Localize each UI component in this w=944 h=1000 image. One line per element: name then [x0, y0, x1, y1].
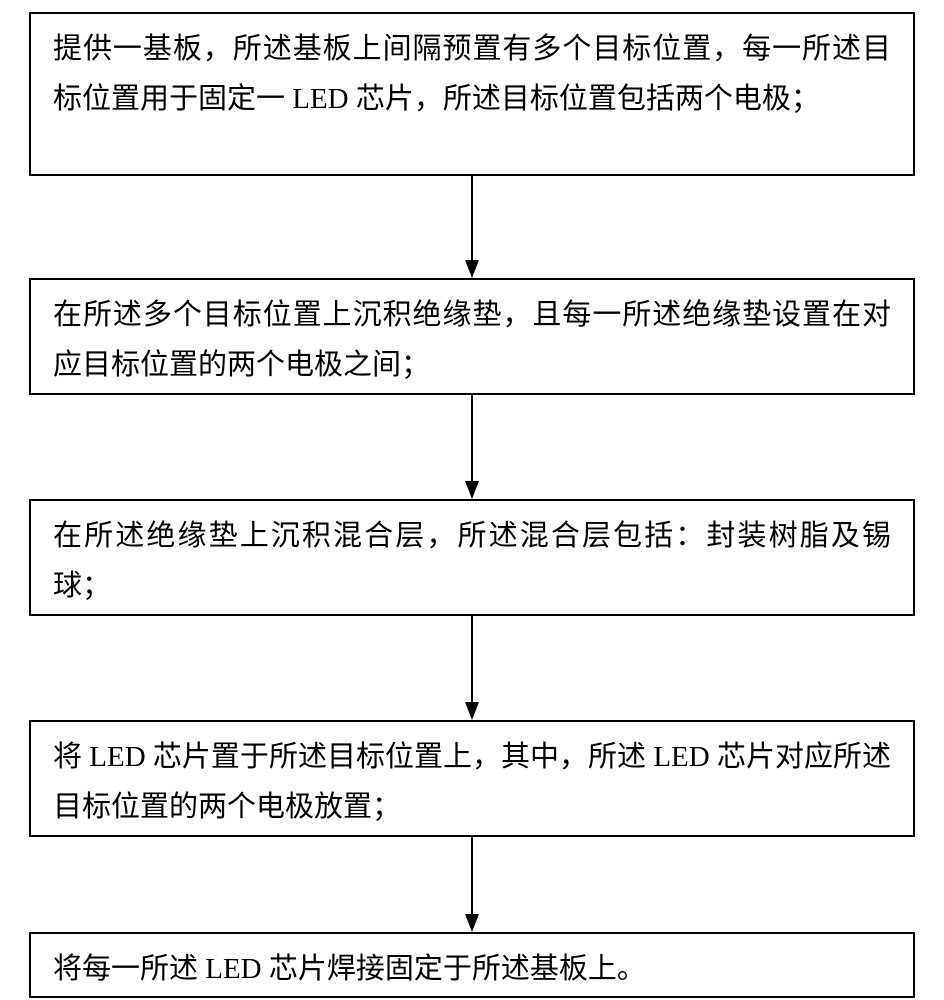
step-text: 提供一基板，所述基板上间隔预置有多个目标位置，每一所述目标位置用于固定一 LED…	[53, 24, 891, 124]
flowchart-step: 在所述多个目标位置上沉积绝缘垫，且每一所述绝缘垫设置在对应目标位置的两个电极之间…	[29, 278, 915, 395]
flowchart-step: 在所述绝缘垫上沉积混合层，所述混合层包括：封装树脂及锡球；	[29, 499, 915, 616]
flowchart-step: 提供一基板，所述基板上间隔预置有多个目标位置，每一所述目标位置用于固定一 LED…	[29, 12, 915, 176]
step-text: 在所述绝缘垫上沉积混合层，所述混合层包括：封装树脂及锡球；	[53, 511, 891, 611]
step-text: 在所述多个目标位置上沉积绝缘垫，且每一所述绝缘垫设置在对应目标位置的两个电极之间…	[53, 290, 891, 390]
flowchart-step: 将每一所述 LED 芯片焊接固定于所述基板上。	[29, 932, 915, 998]
step-text: 将 LED 芯片置于所述目标位置上，其中，所述 LED 芯片对应所述目标位置的两…	[53, 732, 891, 832]
step-text: 将每一所述 LED 芯片焊接固定于所述基板上。	[53, 944, 646, 994]
flowchart-step: 将 LED 芯片置于所述目标位置上，其中，所述 LED 芯片对应所述目标位置的两…	[29, 720, 915, 837]
